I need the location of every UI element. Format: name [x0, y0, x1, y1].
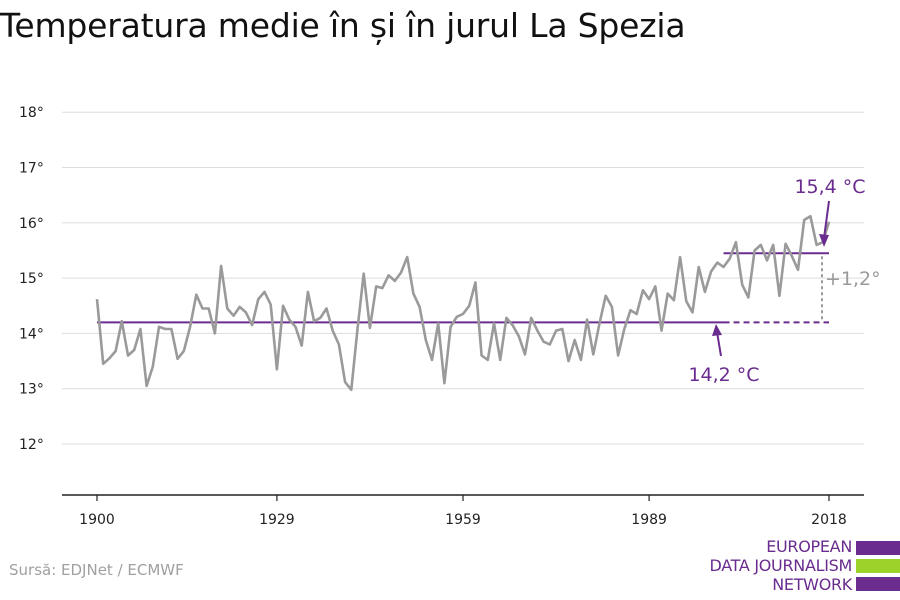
logo-line-1: EUROPEAN: [766, 537, 852, 556]
chart-title: Temperatura medie în și în jurul La Spez…: [0, 6, 686, 45]
series-layer: [95, 214, 831, 392]
y-tick-label-12: 12°: [19, 437, 44, 453]
y-tick-label-14: 14°: [19, 326, 44, 342]
delta-label: +1,2°: [825, 268, 881, 290]
logo-line-2: DATA JOURNALISM: [709, 556, 853, 575]
reference-lines: [97, 252, 829, 324]
edjnet-logo: EUROPEAN DATA JOURNALISM NETWORK: [700, 537, 900, 597]
logo-line-3: NETWORK: [772, 575, 852, 594]
logo-bar-green: [856, 559, 900, 573]
y-tick-label-13: 13°: [19, 382, 44, 398]
x-tick-label-1900: 1900: [79, 512, 115, 528]
early-average-arrow-shaft: [716, 331, 722, 357]
recent-average-label: 15,4 °C: [794, 176, 865, 198]
x-axis: [62, 494, 864, 501]
grid-lines: [62, 111, 864, 445]
x-tick-label-2018: 2018: [811, 512, 847, 528]
y-tick-labels: 12° 13° 14° 15° 16° 17° 18°: [19, 105, 44, 453]
source-note: Sursă: EDJNet / ECMWF: [9, 561, 184, 579]
x-tick-label-1929: 1929: [259, 512, 295, 528]
recent-average-arrow-head: [819, 234, 829, 247]
recent-average-arrow-shaft: [823, 200, 830, 239]
logo-bar-purple-top: [856, 541, 900, 555]
x-tick-label-1959: 1959: [445, 512, 481, 528]
y-tick-label-17: 17°: [19, 161, 44, 177]
temperature-series-line: [95, 214, 831, 392]
early-average-label: 14,2 °C: [688, 364, 759, 386]
x-tick-labels: 1900 1929 1959 1989 2018: [79, 512, 847, 528]
y-tick-label-16: 16°: [19, 216, 44, 232]
y-tick-label-18: 18°: [19, 105, 44, 121]
x-tick-label-1989: 1989: [631, 512, 667, 528]
early-average-arrow-head: [712, 324, 722, 336]
y-tick-label-15: 15°: [19, 271, 44, 287]
annotations: 15,4 °C 14,2 °C +1,2°: [688, 176, 880, 386]
logo-bar-purple-bottom: [856, 577, 900, 591]
